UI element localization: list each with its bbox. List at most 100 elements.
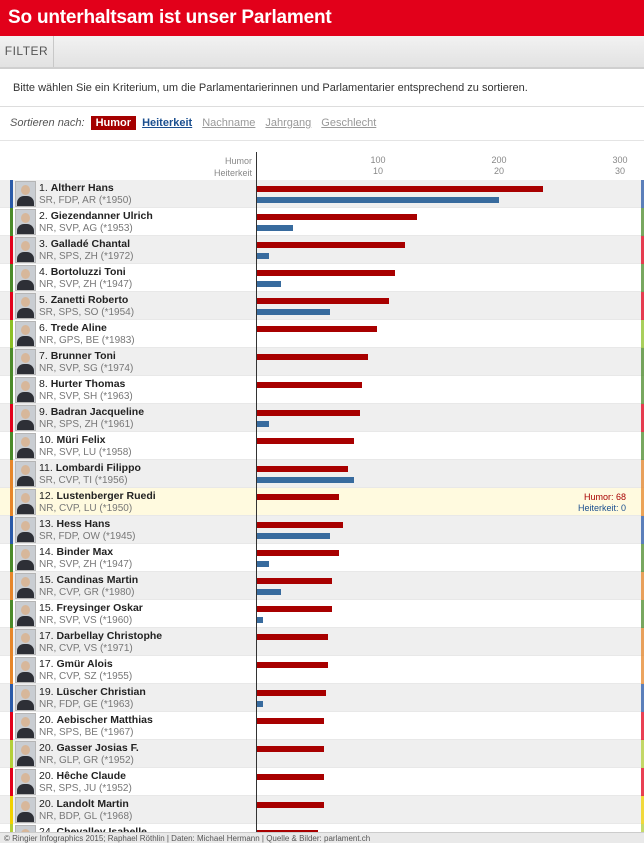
bar-heiterkeit (257, 533, 330, 539)
table-row[interactable]: 9. Badran Jacqueline NR, SPS, ZH (*1961) (0, 404, 644, 432)
member-rank: 11. (39, 462, 56, 474)
table-row[interactable]: 20. Gasser Josias F. NR, GLP, GR (*1952) (0, 740, 644, 768)
avatar (15, 545, 36, 571)
member-name: 17. Darbellay Christophe (39, 630, 162, 642)
party-color-edge (641, 796, 644, 824)
party-color-edge (641, 460, 644, 488)
party-color-stripe (10, 824, 13, 832)
member-name-text: Hess Hans (56, 518, 111, 530)
table-row[interactable]: 6. Trede Aline NR, GPS, BE (*1983) (0, 320, 644, 348)
axis-header: Humor Heiterkeit 100 200 300 10 20 30 (0, 152, 644, 180)
table-row[interactable]: 3. Galladé Chantal NR, SPS, ZH (*1972) (0, 236, 644, 264)
bar-humor (257, 326, 377, 332)
table-row[interactable]: 8. Hurter Thomas NR, SVP, SH (*1963) (0, 376, 644, 404)
table-row[interactable]: 20. Hêche Claude SR, SPS, JU (*1952) (0, 768, 644, 796)
tick-label-humor: 100 (370, 155, 386, 165)
member-rank: 20. (39, 714, 57, 726)
party-color-edge (641, 628, 644, 656)
avatar (15, 321, 36, 347)
member-name: 10. Müri Felix (39, 434, 106, 446)
member-name: 19. Lüscher Christian (39, 686, 146, 698)
party-color-edge (641, 376, 644, 404)
party-color-edge (641, 348, 644, 376)
bar-heiterkeit (257, 281, 282, 287)
table-row[interactable]: 17. Gmür Alois NR, CVP, SZ (*1955) (0, 656, 644, 684)
table-row[interactable]: 17. Darbellay Christophe NR, CVP, VS (*19… (0, 628, 644, 656)
axis-zero-line (256, 152, 257, 832)
party-color-stripe (10, 376, 13, 404)
member-rank: 17. (39, 630, 57, 642)
bar-humor (257, 270, 395, 276)
member-meta: NR, SPS, ZH (*1972) (39, 251, 134, 262)
divider (0, 140, 644, 141)
table-row[interactable]: 1. Altherr Hans SR, FDP, AR (*1950) (0, 180, 644, 208)
party-color-stripe (10, 264, 13, 292)
member-name: 20. Hêche Claude (39, 770, 126, 782)
party-color-stripe (10, 740, 13, 768)
table-row[interactable]: 12. Lustenberger Ruedi NR, CVP, LU (*1950… (0, 488, 644, 516)
table-row[interactable]: 15. Candinas Martin NR, CVP, GR (*1980) (0, 572, 644, 600)
table-row[interactable]: 2. Giezendanner Ulrich NR, SVP, AG (*1953… (0, 208, 644, 236)
member-meta: SR, SPS, SO (*1954) (39, 307, 135, 318)
table-row[interactable]: 20. Landolt Martin NR, BDP, GL (*1968) (0, 796, 644, 824)
party-color-stripe (10, 572, 13, 600)
table-row[interactable]: 14. Binder Max NR, SVP, ZH (*1947) (0, 544, 644, 572)
sort-option-humor[interactable]: Humor (90, 116, 137, 130)
member-meta: NR, BDP, GL (*1968) (39, 811, 133, 822)
bar-heiterkeit (257, 309, 330, 315)
party-color-stripe (10, 768, 13, 796)
bar-humor (257, 298, 389, 304)
table-row[interactable]: 20. Aebischer Matthias NR, SPS, BE (*1967… (0, 712, 644, 740)
party-color-edge (641, 208, 644, 236)
party-color-stripe (10, 544, 13, 572)
member-name-text: Brunner Toni (50, 350, 116, 362)
value-humor: Humor: 68 (583, 492, 626, 502)
table-row[interactable]: 10. Müri Felix NR, SVP, LU (*1958) (0, 432, 644, 460)
sort-option-geschlecht[interactable]: Geschlecht (321, 117, 377, 129)
table-row[interactable]: 5. Zanetti Roberto SR, SPS, SO (*1954) (0, 292, 644, 320)
avatar (15, 181, 36, 207)
sort-option-heiterkeit[interactable]: Heiterkeit (142, 117, 193, 129)
member-name-text: Darbellay Christophe (56, 630, 163, 642)
member-rank: 6. (39, 322, 51, 334)
party-color-edge (641, 656, 644, 684)
member-name: 7. Brunner Toni (39, 350, 116, 362)
member-rank: 3. (39, 238, 51, 250)
bar-humor (257, 214, 417, 220)
table-row[interactable]: 19. Lüscher Christian NR, FDP, GE (*1963) (0, 684, 644, 712)
bar-humor (257, 522, 343, 528)
table-row[interactable]: 24. Chevalley Isabelle (0, 824, 644, 832)
table-row[interactable]: 4. Bortoluzzi Toni NR, SVP, ZH (*1947) (0, 264, 644, 292)
member-name: 20. Gasser Josias F. (39, 742, 139, 754)
party-color-stripe (10, 432, 13, 460)
member-meta: NR, SVP, AG (*1953) (39, 223, 133, 234)
member-meta: SR, CVP, TI (*1956) (39, 475, 128, 486)
table-row[interactable]: 13. Hess Hans SR, FDP, OW (*1945) (0, 516, 644, 544)
tick-label-heiterkeit: 10 (372, 166, 383, 176)
party-color-edge (641, 712, 644, 740)
bar-humor (257, 438, 354, 444)
bar-heiterkeit (257, 561, 270, 567)
bar-heiterkeit (257, 617, 264, 623)
axis-name-heiterkeit: Heiterkeit (213, 168, 252, 178)
table-row[interactable]: 7. Brunner Toni NR, SVP, SG (*1974) (0, 348, 644, 376)
value-heiterkeit: Heiterkeit: 0 (577, 503, 626, 513)
party-color-stripe (10, 600, 13, 628)
bar-humor (257, 494, 340, 500)
member-meta: SR, FDP, OW (*1945) (39, 531, 136, 542)
table-row[interactable]: 11. Lombardi Filippo SR, CVP, TI (*1956) (0, 460, 644, 488)
member-rank: 15. (39, 574, 57, 586)
member-rank: 14. (39, 546, 57, 558)
member-rank: 8. (39, 378, 51, 390)
party-color-stripe (10, 488, 13, 516)
member-name-text: Freysinger Oskar (56, 602, 143, 614)
member-rank: 1. (39, 182, 51, 194)
party-color-edge (641, 544, 644, 572)
sort-option-nachname[interactable]: Nachname (202, 117, 256, 129)
member-name-text: Lustenberger Ruedi (56, 490, 156, 502)
sort-option-jahrgang[interactable]: Jahrgang (265, 117, 312, 129)
party-color-stripe (10, 236, 13, 264)
table-row[interactable]: 15. Freysinger Oskar NR, SVP, VS (*1960) (0, 600, 644, 628)
filter-button[interactable]: FILTER (0, 36, 54, 67)
